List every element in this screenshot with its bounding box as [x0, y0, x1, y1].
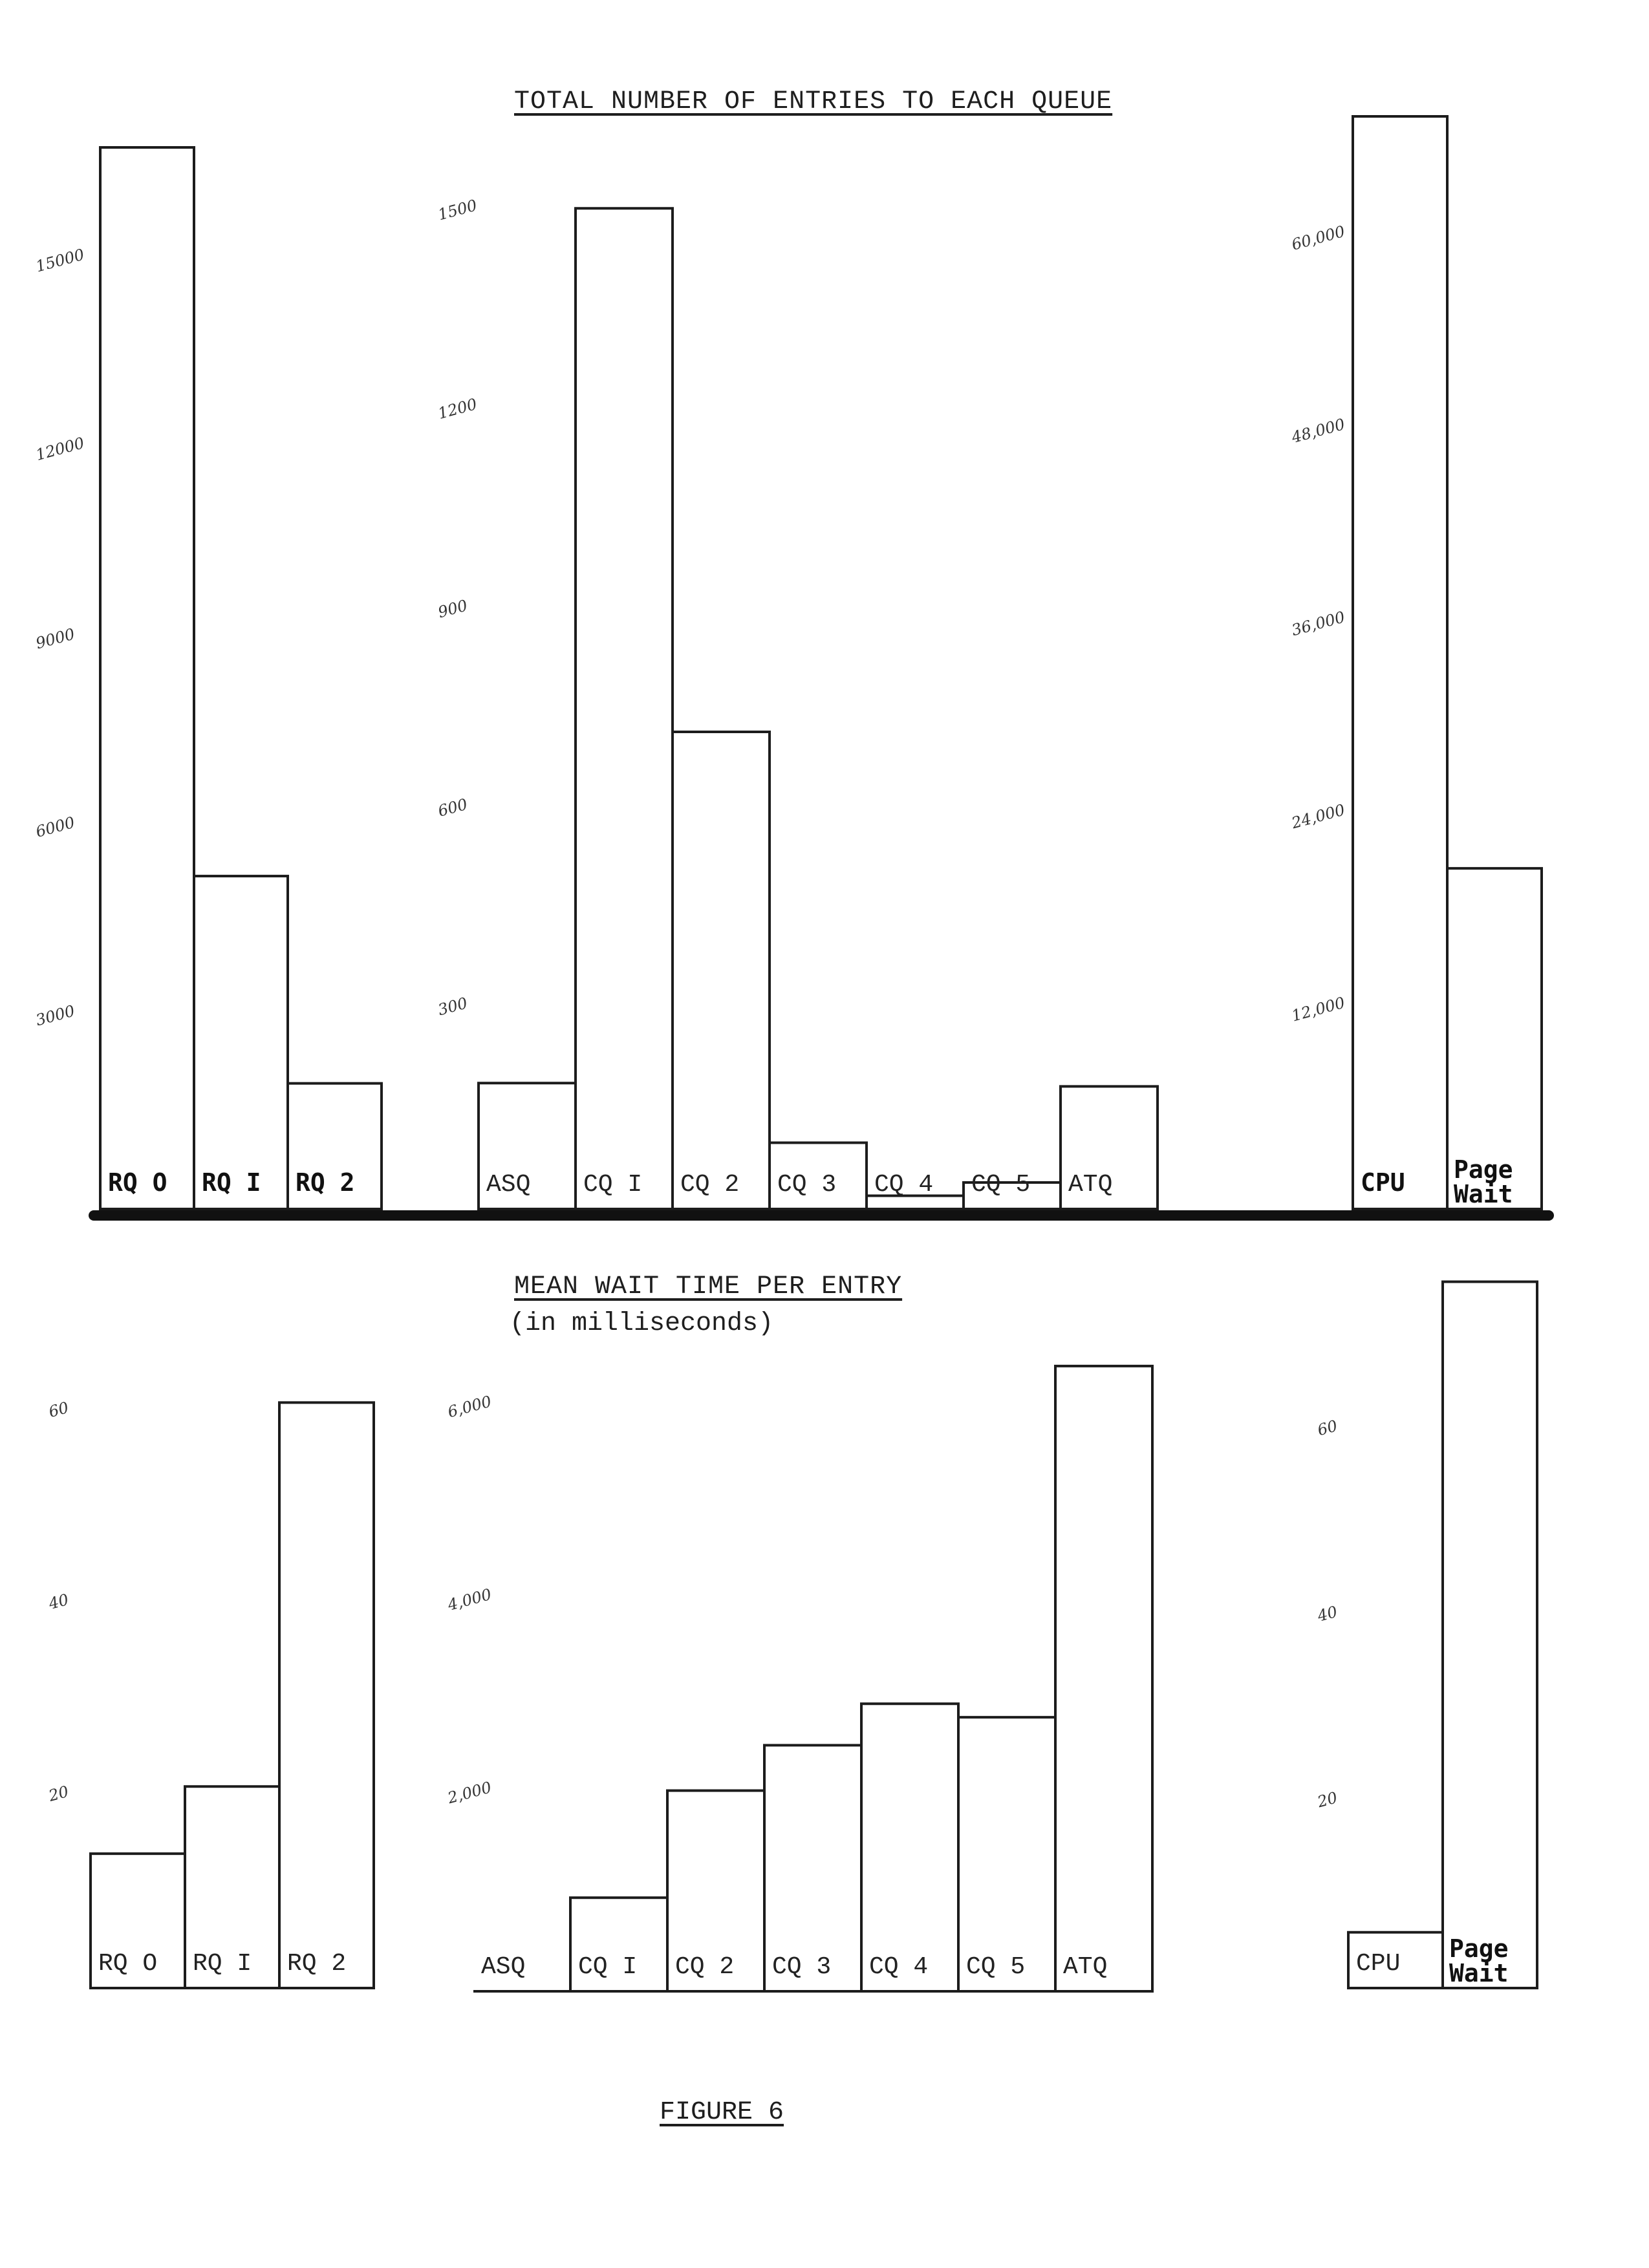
- entries-cq-tick-label-1: 600: [436, 795, 469, 820]
- wait-cpu-bar-1: [1441, 1280, 1538, 1989]
- wait-cq-category-label-3: CQ 3: [772, 1953, 831, 1981]
- entries-rq-category-label-2: RQ 2: [296, 1168, 355, 1197]
- entries-rq-category-label-0: RQ O: [108, 1168, 167, 1197]
- wait-cq-category-label-4: CQ 4: [869, 1953, 928, 1981]
- wait-cpu-tick-label-0: 20: [1315, 1788, 1339, 1811]
- wait-cq-category-label-1: CQ I: [578, 1953, 637, 1981]
- entries-cq-category-label-0: ASQ: [486, 1171, 530, 1199]
- entries-cpu-category-label-1: Page: [1454, 1155, 1513, 1184]
- wait-rq-category-label-0: RQ O: [98, 1950, 157, 1978]
- wait-cq-category-label-0: ASQ: [481, 1953, 525, 1981]
- wait-cq-tick-label-2: 6,000: [446, 1393, 493, 1422]
- wait-cpu-category-label-1: Page: [1449, 1934, 1509, 1963]
- entries-cq-bar-1: [574, 207, 674, 1210]
- wait-rq-tick-label-2: 60: [47, 1398, 70, 1421]
- entries-rq-category-label-1: RQ I: [202, 1168, 261, 1197]
- entries-cpu-bar-1: [1446, 867, 1543, 1210]
- entries-cq-category-label-5: CQ 5: [971, 1171, 1030, 1199]
- entries-rq-tick-label-0: 3000: [34, 1001, 76, 1029]
- wait-cq-tick-label-1: 4,000: [445, 1585, 493, 1614]
- wait-rq-tick-label-0: 20: [46, 1782, 70, 1805]
- entries-rq-tick-label-2: 9000: [34, 625, 76, 653]
- wait-cpu-tick-label-1: 40: [1315, 1603, 1339, 1625]
- wait-cpu-category-label-0: CPU: [1356, 1950, 1400, 1978]
- entries-cpu-bar-0: [1352, 115, 1449, 1210]
- entries-rq-tick-label-4: 15000: [34, 246, 86, 276]
- entries-rq-tick-label-3: 12000: [34, 434, 86, 464]
- wait-cq-bar-4: [860, 1702, 960, 1993]
- entries-cpu-category-label-1-line2: Wait: [1454, 1180, 1513, 1208]
- wait-cq-category-label-2: CQ 2: [675, 1953, 734, 1981]
- wait-rq-category-label-2: RQ 2: [287, 1950, 346, 1978]
- wait-cq-category-label-6: ATQ: [1063, 1953, 1107, 1981]
- bottom-chart-title: MEAN WAIT TIME PER ENTRY: [514, 1272, 903, 1301]
- entries-cq-tick-label-3: 1200: [436, 395, 479, 423]
- top-chart-title: TOTAL NUMBER OF ENTRIES TO EACH QUEUE: [514, 87, 1113, 116]
- entries-rq-bar-1: [193, 875, 289, 1210]
- entries-rq-bar-0: [99, 146, 195, 1210]
- entries-cq-category-label-6: ATQ: [1068, 1171, 1112, 1199]
- wait-rq-tick-label-1: 40: [46, 1590, 70, 1613]
- entries-cpu-tick-label-3: 48,000: [1289, 415, 1346, 447]
- entries-cq-bar-3: [768, 1141, 868, 1210]
- entries-rq-bar-2: [286, 1082, 383, 1210]
- entries-cq-bar-2: [671, 731, 771, 1210]
- entries-cq-category-label-1: CQ I: [583, 1171, 642, 1199]
- entries-cpu-tick-label-1: 24,000: [1289, 801, 1346, 833]
- entries-cq-category-label-2: CQ 2: [680, 1171, 739, 1199]
- entries-cq-category-label-3: CQ 3: [777, 1171, 836, 1199]
- entries-cq-tick-label-0: 300: [436, 994, 469, 1019]
- wait-rq-category-label-1: RQ I: [193, 1950, 252, 1978]
- wait-cq-category-label-5: CQ 5: [966, 1953, 1025, 1981]
- entries-cq-category-label-4: CQ 4: [874, 1171, 933, 1199]
- entries-rq-tick-label-1: 6000: [34, 813, 76, 841]
- entries-cq-tick-label-4: 1500: [436, 196, 479, 224]
- wait-cq-bar-6: [1054, 1364, 1154, 1993]
- wait-cq-tick-label-0: 2,000: [445, 1778, 493, 1807]
- entries-cpu-tick-label-0: 12,000: [1289, 994, 1346, 1025]
- figure-label: FIGURE 6: [660, 2098, 784, 2127]
- entries-cpu-tick-label-4: 60,000: [1289, 222, 1346, 254]
- entries-cpu-category-label-0: CPU: [1361, 1168, 1405, 1197]
- wait-rq-bar-2: [278, 1401, 375, 1989]
- bottom-chart-subtitle: (in milliseconds): [510, 1309, 774, 1338]
- wait-cq-bar-5: [957, 1716, 1057, 1993]
- entries-cpu-tick-label-2: 36,000: [1289, 608, 1346, 639]
- wait-cpu-tick-label-2: 60: [1315, 1417, 1339, 1439]
- wait-cpu-category-label-1-line2: Wait: [1449, 1959, 1509, 1987]
- entries-cq-tick-label-2: 900: [436, 596, 469, 621]
- entries-cq-bar-6: [1059, 1085, 1159, 1210]
